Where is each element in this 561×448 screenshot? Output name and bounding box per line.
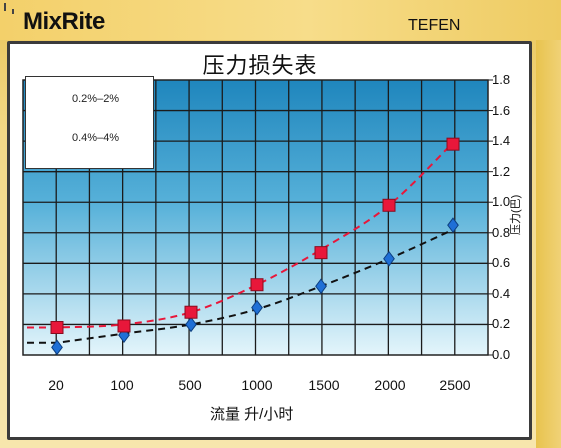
x-axis-title: 流量 升/小时 [210,406,294,423]
x-tick-label: 1500 [308,377,340,393]
corner-mark-right [12,9,14,14]
series2-square-marker [250,278,264,292]
y-tick-label: 1.2 [492,164,511,179]
y-tick-label: 1.4 [492,133,511,148]
y-axis-title: 压力(巴) [510,194,522,235]
series1-diamond-marker [251,299,263,316]
x-tick-label: 100 [110,377,134,393]
chart-title: 压力损失表 [202,53,318,78]
y-tick-label: 0.4 [492,286,511,301]
x-tick-label: 2500 [439,377,471,393]
x-tick-label: 2000 [374,377,406,393]
series1-diamond-marker [185,316,197,333]
y-tick-label: 1.8 [492,72,511,87]
data-markers [50,137,460,356]
series1-diamond-marker [51,339,63,356]
y-tick-label: 0.8 [492,225,511,240]
side-strip [536,40,561,448]
series2-square-marker [117,319,131,333]
x-tick-label: 500 [178,377,202,393]
series1-diamond-marker [447,217,459,233]
maker-name: TEFEN [408,17,461,34]
series2-square-marker [382,198,396,212]
y-tick-label: 1.0 [492,194,511,209]
series2-square-marker [314,246,328,260]
y-tick-label: 1.6 [492,103,511,118]
y-tick-label: 0.0 [492,347,511,362]
header-bar [0,0,561,40]
series2-square-marker [446,137,460,151]
corner-mark-left [4,3,6,11]
y-tick-label: 0.2 [492,316,511,331]
series1-diamond-marker [315,278,327,295]
legend [25,76,154,169]
legend-label-series2: 0.4%–4% [72,132,120,144]
series2-square-marker [50,321,64,334]
series2-square-marker [184,305,198,319]
series1-diamond-marker [383,250,395,267]
brand-name: MixRite [23,8,105,35]
y-tick-label: 0.6 [492,255,511,270]
x-tick-label: 20 [48,377,64,393]
legend-label-series1: 0.2%–2% [72,93,120,105]
x-tick-label: 1000 [241,377,273,393]
